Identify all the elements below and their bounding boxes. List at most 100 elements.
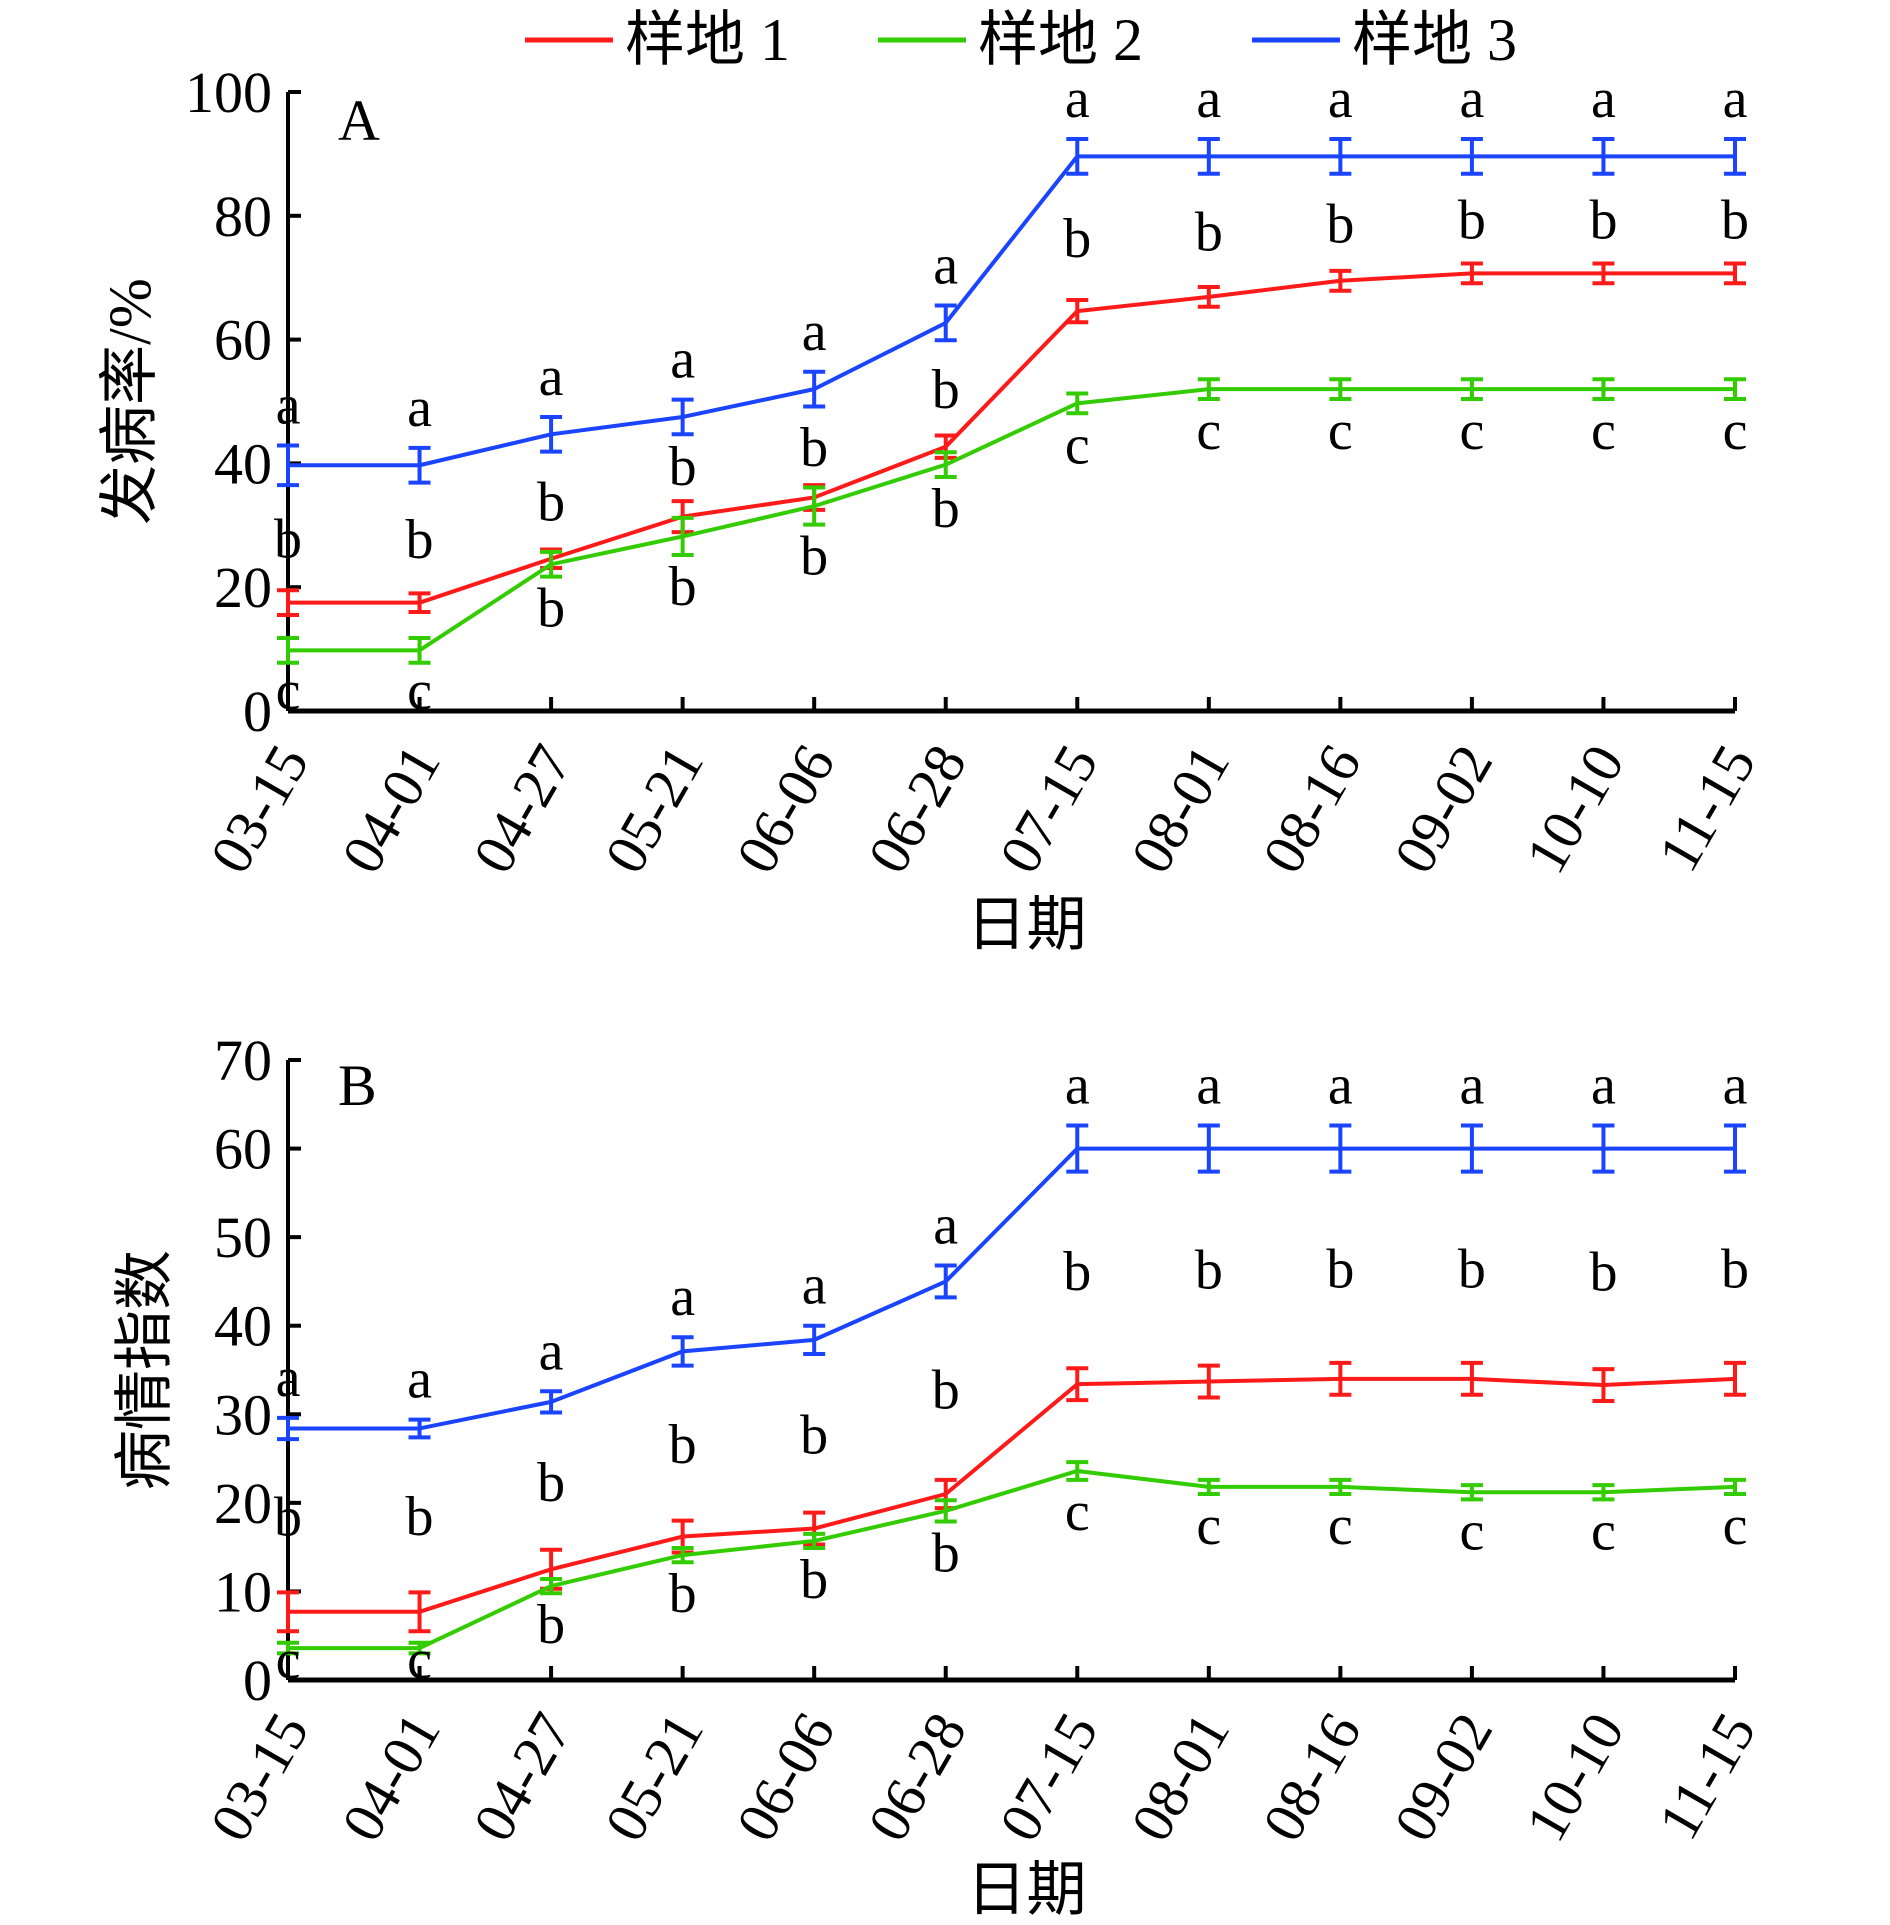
significance-letter: a: [802, 301, 827, 363]
significance-letter: c: [1591, 400, 1616, 462]
significance-letter: a: [933, 1194, 958, 1256]
significance-letter: c: [1065, 1481, 1090, 1543]
significance-letter: b: [669, 1414, 697, 1476]
x-tick-label: 04-27: [460, 734, 584, 884]
significance-letter: b: [1458, 190, 1486, 252]
legend-label-3: 样地 3: [1352, 7, 1517, 73]
significance-letter: b: [406, 509, 434, 571]
significance-letter: b: [800, 1549, 828, 1611]
y-tick-label: 60: [214, 308, 272, 373]
significance-letter: b: [1458, 1238, 1486, 1300]
significance-letter: b: [1589, 190, 1617, 252]
y-tick-label: 50: [214, 1205, 272, 1270]
x-tick-label: 11-15: [1645, 1702, 1768, 1850]
x-tick-label: 06-06: [723, 1702, 847, 1852]
series-line-3: [288, 1146, 1735, 1431]
significance-letter: b: [537, 472, 565, 534]
x-tick-label: 09-02: [1381, 1702, 1505, 1852]
significance-letter: a: [276, 1347, 301, 1409]
significance-letter: a: [276, 374, 301, 436]
x-tick-label: 04-27: [460, 1702, 584, 1852]
significance-letter: b: [537, 1594, 565, 1656]
x-tick-label: 03-15: [197, 1702, 321, 1852]
x-tick-label: 09-02: [1381, 734, 1505, 884]
significance-letter: a: [1328, 1055, 1353, 1117]
significance-letter: a: [933, 235, 958, 297]
significance-letter: b: [932, 478, 960, 540]
x-tick-label: 10-10: [1513, 734, 1637, 884]
panel-tag: B: [338, 1053, 377, 1118]
significance-letter: c: [1196, 400, 1221, 462]
y-tick-label: 0: [243, 1648, 272, 1713]
significance-letter: c: [1196, 1495, 1221, 1557]
significance-letter: a: [1328, 68, 1353, 130]
y-tick-label: 80: [214, 184, 272, 249]
significance-letter: c: [1591, 1500, 1616, 1562]
series-line-1: [288, 1376, 1736, 1614]
significance-letter: b: [1721, 190, 1749, 252]
series-line-2: [288, 387, 1735, 653]
significance-letter: c: [1723, 1495, 1748, 1557]
significance-letter: b: [800, 526, 828, 588]
significance-letter: c: [407, 1629, 432, 1691]
significance-letter: a: [539, 1320, 564, 1382]
significance-letter: a: [1065, 68, 1090, 130]
significance-letter: b: [537, 578, 565, 640]
significance-letter: a: [407, 377, 432, 439]
x-tick-label: 11-15: [1645, 734, 1768, 882]
x-tick-label: 06-06: [723, 734, 847, 884]
x-tick-label: 04-01: [329, 734, 453, 884]
significance-letter: a: [1591, 68, 1616, 130]
panel-b: 0 10 20 30 40 50 60 70 03-15 04-01 04-27 05-21 06-06…: [112, 1028, 1768, 1923]
significance-letter: a: [802, 1255, 827, 1317]
significance-letter: b: [800, 417, 828, 479]
x-axis-title: 日期: [967, 1857, 1087, 1923]
significance-letter: a: [1723, 68, 1748, 130]
significance-letter: c: [407, 660, 432, 722]
significance-letter: b: [932, 1522, 960, 1584]
significance-letter: b: [1589, 1241, 1617, 1303]
significance-letter: b: [932, 359, 960, 421]
significance-letter: b: [1721, 1238, 1749, 1300]
y-tick-label: 60: [214, 1117, 272, 1182]
significance-letter: b: [1326, 193, 1354, 255]
significance-letter: c: [1065, 414, 1090, 476]
series-line-2: [288, 1468, 1736, 1651]
y-tick-label: 20: [214, 555, 272, 620]
significance-letter: b: [274, 509, 302, 571]
x-tick-label: 04-01: [329, 1702, 453, 1852]
x-tick-label: 08-16: [1250, 734, 1374, 884]
x-tick-label: 05-21: [592, 734, 716, 884]
significance-letter: b: [537, 1452, 565, 1514]
x-axis-title: 日期: [967, 892, 1087, 958]
panel-a: 0 20 40 60 80 100 03-15 04-01 04-27 05-21 06-06 06-…: [97, 60, 1768, 958]
significance-letter: b: [669, 436, 697, 498]
significance-letter: b: [1195, 201, 1223, 263]
x-tick-label: 08-01: [1118, 734, 1242, 884]
y-axis-title: 病情指数: [112, 1250, 178, 1490]
significance-letter: a: [1196, 1055, 1221, 1117]
y-tick-label: 70: [214, 1028, 272, 1093]
y-tick-label: 20: [214, 1471, 272, 1536]
y-tick-label: 30: [214, 1382, 272, 1447]
series-line-3: [288, 154, 1735, 468]
series-line-1: [288, 271, 1735, 605]
significance-letter: a: [539, 346, 564, 408]
significance-letter: a: [670, 329, 695, 391]
significance-letter: a: [1065, 1055, 1090, 1117]
x-tick-label: 10-10: [1513, 1702, 1637, 1852]
x-tick-label: 06-28: [855, 734, 979, 884]
significance-letter: b: [1195, 1240, 1223, 1302]
x-tick-label: 07-15: [987, 734, 1111, 884]
legend-label-1: 样地 1: [625, 7, 790, 73]
significance-letter: b: [669, 1563, 697, 1625]
x-tick-label: 05-21: [592, 1702, 716, 1852]
y-axis-title: 发病率/%: [97, 278, 163, 525]
significance-letter: b: [406, 1486, 434, 1548]
significance-letter: b: [800, 1404, 828, 1466]
significance-letter: c: [1723, 400, 1748, 462]
x-tick-label: 08-16: [1250, 1702, 1374, 1852]
significance-letter: c: [276, 1629, 301, 1691]
significance-letter: a: [1459, 68, 1484, 130]
